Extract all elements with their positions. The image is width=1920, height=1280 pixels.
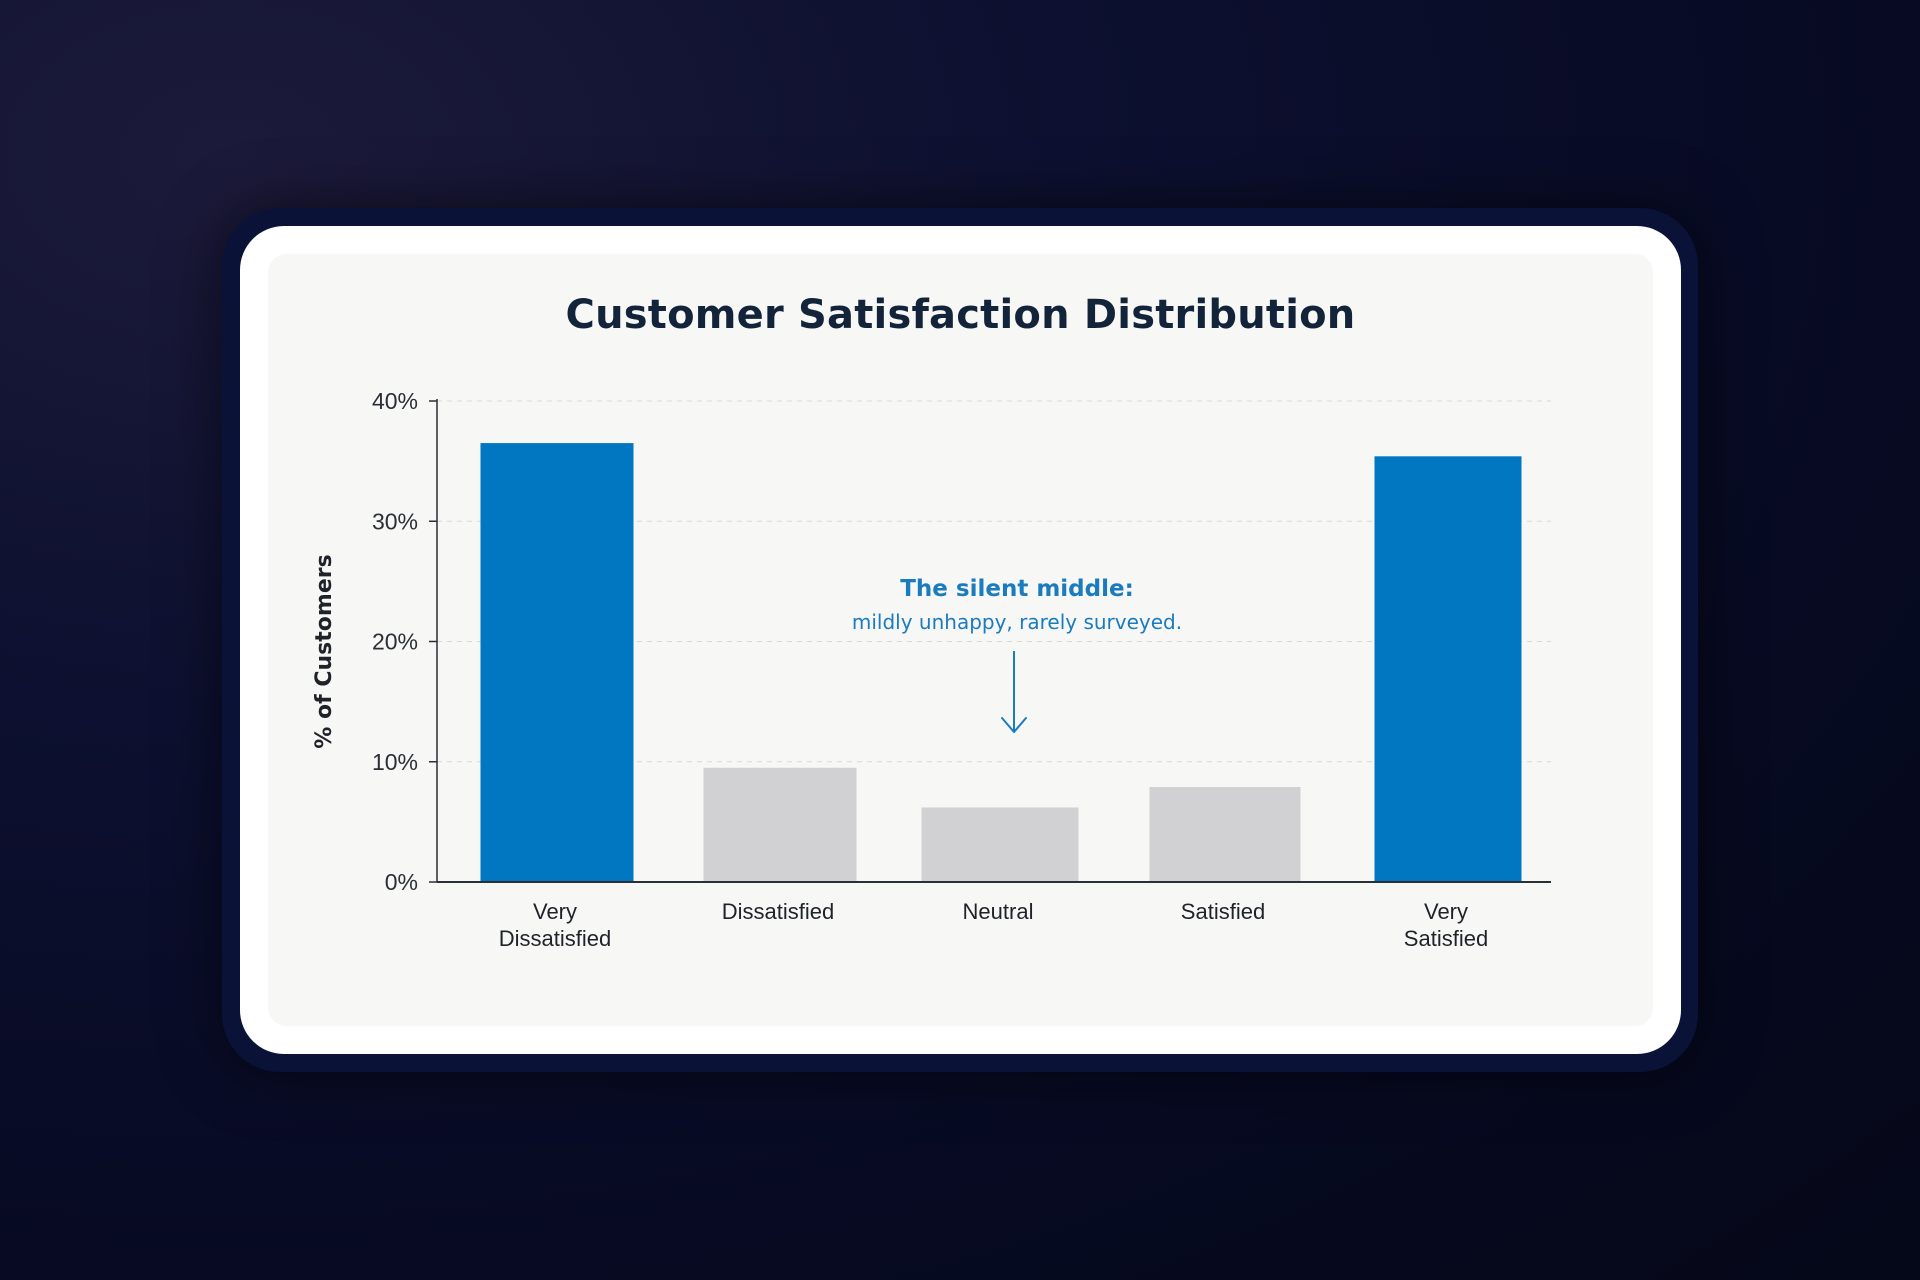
- bar: [703, 767, 857, 882]
- x-category-label: Satisfied: [1181, 899, 1265, 924]
- y-axis-title: % of Customers: [312, 554, 337, 748]
- annotation-arrow-head: [1001, 717, 1027, 733]
- x-category-label: Satisfied: [1404, 926, 1488, 951]
- chart-card: Customer Satisfaction Distribution 0% 10%…: [240, 226, 1681, 1054]
- y-tick-label: 40%: [372, 388, 418, 414]
- annotation-heading: The silent middle:: [900, 576, 1134, 602]
- x-category-label: Neutral: [963, 899, 1034, 924]
- y-tick-label: 10%: [372, 749, 418, 775]
- bar: [480, 443, 634, 882]
- bar-chart: 0%10%20%30%40%% of CustomersVeryDissatis…: [312, 388, 1551, 951]
- y-tick-label: 30%: [372, 508, 418, 534]
- annotation-text: mildly unhappy, rarely surveyed.: [852, 610, 1182, 634]
- x-category-label: Dissatisfied: [722, 899, 834, 924]
- bar: [1374, 456, 1522, 882]
- x-category-label: Very: [533, 899, 577, 924]
- x-category-label: Dissatisfied: [499, 926, 611, 951]
- y-tick-label: 20%: [372, 629, 418, 655]
- bar: [921, 807, 1079, 882]
- y-tick-label: 0%: [385, 869, 418, 895]
- chart-title: Customer Satisfaction Distribution: [565, 292, 1356, 338]
- x-category-label: Very: [1424, 899, 1468, 924]
- bar: [1149, 787, 1301, 882]
